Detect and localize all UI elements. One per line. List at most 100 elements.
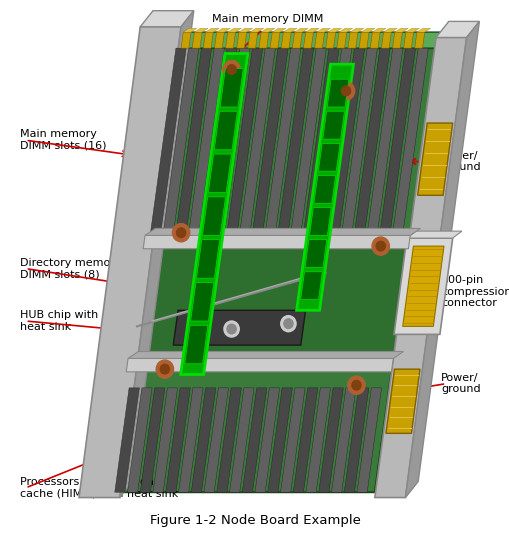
Polygon shape	[331, 388, 355, 492]
Polygon shape	[229, 388, 253, 492]
Polygon shape	[327, 79, 348, 107]
Polygon shape	[292, 32, 302, 48]
Circle shape	[351, 380, 360, 390]
Text: Power/
ground: Power/ ground	[440, 373, 480, 394]
Polygon shape	[178, 388, 203, 492]
Polygon shape	[325, 32, 335, 48]
Circle shape	[160, 364, 169, 374]
Polygon shape	[143, 235, 409, 249]
Polygon shape	[115, 388, 139, 492]
Circle shape	[227, 324, 236, 334]
Circle shape	[376, 241, 385, 251]
Polygon shape	[183, 28, 196, 32]
Polygon shape	[403, 32, 413, 48]
Polygon shape	[213, 48, 249, 238]
Polygon shape	[247, 32, 258, 48]
Polygon shape	[277, 48, 313, 238]
Polygon shape	[225, 32, 235, 48]
Polygon shape	[391, 48, 428, 238]
Polygon shape	[316, 28, 330, 32]
Polygon shape	[205, 28, 219, 32]
Polygon shape	[315, 48, 351, 238]
Polygon shape	[383, 28, 397, 32]
Polygon shape	[127, 388, 152, 492]
Polygon shape	[392, 32, 402, 48]
Circle shape	[156, 360, 173, 378]
Polygon shape	[261, 28, 274, 32]
Polygon shape	[254, 388, 279, 492]
Polygon shape	[341, 48, 377, 238]
Polygon shape	[140, 11, 193, 27]
Polygon shape	[175, 48, 211, 238]
Polygon shape	[226, 48, 262, 238]
Polygon shape	[236, 32, 246, 48]
Polygon shape	[188, 48, 224, 238]
Polygon shape	[406, 231, 461, 238]
Text: Processors and secondary
cache (HIMM) with heat sink: Processors and secondary cache (HIMM) wi…	[20, 477, 178, 499]
Polygon shape	[79, 27, 181, 498]
Circle shape	[227, 65, 236, 74]
Polygon shape	[305, 388, 330, 492]
Polygon shape	[318, 388, 343, 492]
Polygon shape	[128, 351, 403, 358]
Polygon shape	[328, 48, 364, 238]
Polygon shape	[347, 32, 357, 48]
Polygon shape	[417, 123, 452, 195]
Circle shape	[172, 224, 189, 242]
Polygon shape	[294, 28, 307, 32]
Polygon shape	[249, 28, 263, 32]
Polygon shape	[201, 48, 237, 238]
Polygon shape	[190, 282, 213, 321]
Polygon shape	[322, 111, 344, 139]
Polygon shape	[153, 388, 177, 492]
Polygon shape	[366, 48, 402, 238]
Polygon shape	[228, 28, 241, 32]
Polygon shape	[356, 388, 381, 492]
Polygon shape	[126, 358, 392, 372]
Circle shape	[336, 82, 354, 100]
Polygon shape	[239, 48, 275, 238]
Polygon shape	[414, 32, 424, 48]
Polygon shape	[393, 238, 452, 334]
Polygon shape	[216, 28, 230, 32]
Polygon shape	[344, 388, 368, 492]
Text: Directory memory
DIMM slots (8): Directory memory DIMM slots (8)	[20, 258, 122, 279]
Polygon shape	[303, 32, 313, 48]
Polygon shape	[304, 240, 326, 268]
Polygon shape	[374, 37, 466, 498]
Polygon shape	[314, 175, 335, 203]
Polygon shape	[402, 246, 443, 326]
Polygon shape	[259, 32, 268, 48]
Polygon shape	[264, 48, 300, 238]
Polygon shape	[120, 11, 193, 498]
Circle shape	[372, 237, 389, 255]
Polygon shape	[416, 28, 430, 32]
Circle shape	[176, 228, 185, 238]
Polygon shape	[381, 32, 390, 48]
Circle shape	[347, 376, 364, 394]
Polygon shape	[280, 388, 304, 492]
Polygon shape	[140, 388, 164, 492]
Text: Main memory
DIMM slots (16): Main memory DIMM slots (16)	[20, 129, 107, 151]
Polygon shape	[214, 111, 237, 150]
Polygon shape	[309, 208, 330, 235]
Polygon shape	[242, 388, 266, 492]
Text: 300-pin
compression
connector: 300-pin compression connector	[440, 275, 509, 308]
Polygon shape	[372, 28, 385, 32]
Polygon shape	[238, 28, 252, 32]
Polygon shape	[379, 48, 415, 238]
Polygon shape	[192, 32, 202, 48]
Polygon shape	[353, 48, 389, 238]
Polygon shape	[202, 197, 225, 235]
Text: Figure 1-2 Node Board Example: Figure 1-2 Node Board Example	[149, 514, 360, 527]
Polygon shape	[293, 388, 317, 492]
Polygon shape	[267, 388, 292, 492]
Polygon shape	[405, 28, 418, 32]
Polygon shape	[283, 28, 296, 32]
Polygon shape	[128, 249, 408, 358]
Polygon shape	[191, 388, 215, 492]
Polygon shape	[280, 32, 291, 48]
Circle shape	[280, 316, 296, 332]
Polygon shape	[173, 310, 305, 345]
Polygon shape	[405, 21, 478, 498]
